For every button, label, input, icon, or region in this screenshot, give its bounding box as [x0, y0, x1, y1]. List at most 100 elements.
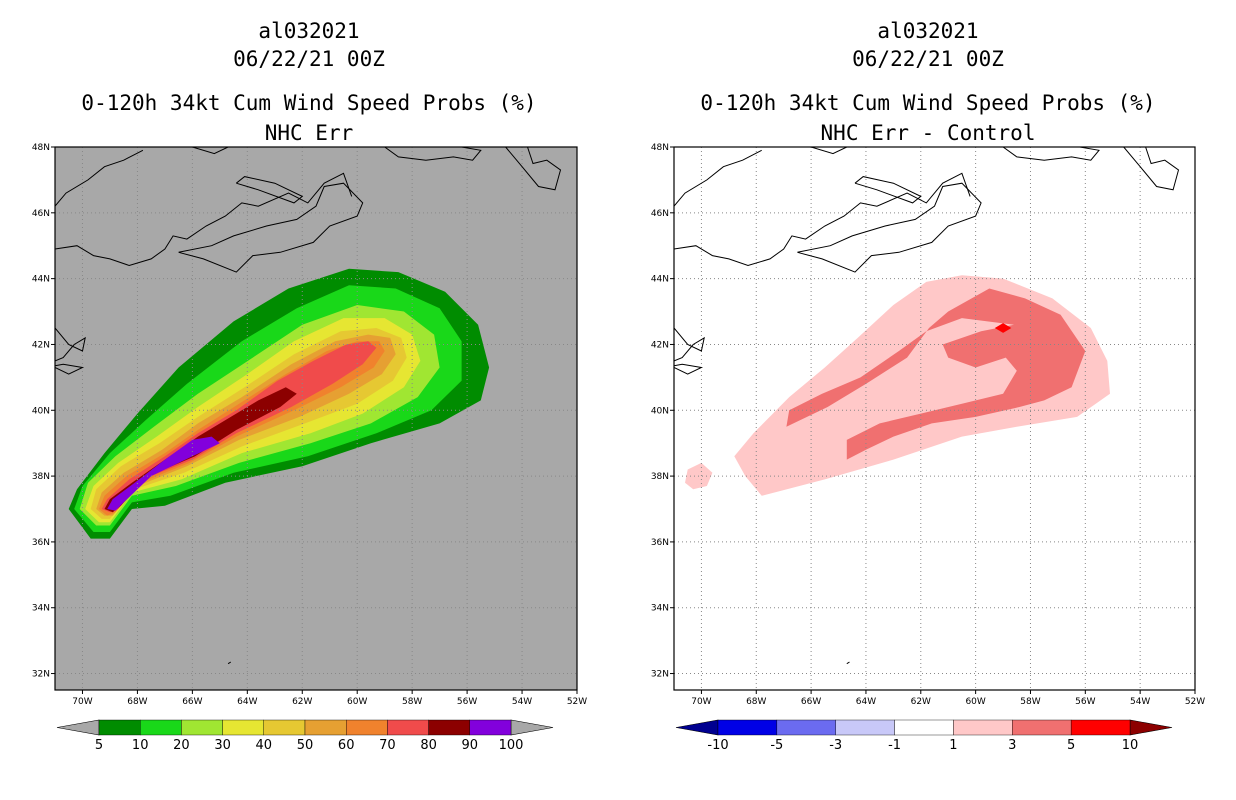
x-tick-label: 62W — [292, 697, 312, 707]
coastline — [854, 176, 922, 204]
colorbar: -10 -5 -3 -1 1 3 5 10 — [675, 719, 1173, 753]
x-tick-label: 70W — [691, 697, 711, 707]
coastline — [384, 147, 482, 161]
colorbar-segment — [181, 719, 223, 736]
panel-right: al032021 06/22/21 00Z 0-120h 34kt Cum Wind… — [651, 19, 1205, 753]
colorbar-label: 40 — [256, 738, 273, 753]
colorbar-label: -1 — [888, 738, 901, 753]
plot-area — [674, 147, 1195, 690]
colorbar-segment — [776, 719, 836, 736]
coastline — [55, 363, 85, 375]
colorbar-segment — [835, 719, 895, 736]
colorbar-high-arrow — [510, 719, 554, 736]
coastline — [55, 327, 86, 362]
x-tick-label: 52W — [1185, 697, 1205, 707]
gridlines — [674, 147, 1195, 690]
x-tick-label: 68W — [127, 697, 147, 707]
gridlines — [55, 147, 577, 690]
colorbar-label: 5 — [95, 738, 103, 753]
y-tick-label: 38N — [651, 472, 669, 482]
coastline — [674, 327, 705, 362]
colorbar-label: 70 — [379, 738, 396, 753]
coastline — [235, 176, 304, 204]
colorbar-segment — [469, 719, 512, 736]
colorbar-label: 90 — [462, 738, 479, 753]
colorbar-segment — [139, 719, 182, 736]
x-tick-label: 64W — [856, 697, 876, 707]
coastline — [674, 172, 971, 267]
coastline — [505, 147, 562, 191]
colorbar-segment — [304, 719, 347, 736]
colorbar-label: 100 — [499, 738, 524, 753]
colorbar-label: 50 — [297, 738, 314, 753]
x-tick-label: 64W — [237, 697, 257, 707]
case-id-title: al032021 — [877, 19, 978, 43]
x-tick-label: 66W — [801, 697, 821, 707]
x-tick-label: 56W — [1075, 697, 1095, 707]
coastlines — [55, 147, 562, 665]
x-tick-label: 70W — [72, 697, 92, 707]
contour-3 — [786, 288, 1086, 460]
colorbar-segment — [222, 719, 265, 736]
x-tick-label: 56W — [457, 697, 477, 707]
x-tick-label: 58W — [1020, 697, 1040, 707]
colorbar: 5 10 20 30 40 50 60 70 80 90 100 — [56, 719, 554, 753]
y-tick-label: 32N — [651, 670, 669, 680]
valid-time-title: 06/22/21 00Z — [233, 47, 385, 71]
y-tick-label: 32N — [32, 670, 50, 680]
y-tick-label: 48N — [32, 143, 50, 153]
x-tick-label: 54W — [512, 697, 532, 707]
x-tick-label: 54W — [1130, 697, 1150, 707]
coastline — [1123, 147, 1180, 191]
y-tick-label: 46N — [651, 209, 669, 219]
coastline — [846, 661, 850, 665]
colorbar-segment — [953, 719, 1013, 736]
panel-left: al032021 06/22/21 00Z 0-120h 34kt Cum Wind… — [32, 19, 587, 753]
colorbar-high-arrow — [1129, 719, 1173, 736]
coastlines — [674, 147, 1180, 665]
colorbar-low-arrow — [675, 719, 719, 736]
y-tick-label: 36N — [32, 538, 50, 548]
x-tick-label: 60W — [347, 697, 367, 707]
subtitle: NHC Err — [265, 121, 354, 145]
coastline — [55, 149, 144, 207]
y-tick-label: 42N — [32, 340, 50, 350]
map-frame — [54, 146, 578, 691]
contour-90 — [107, 436, 220, 511]
coastline — [178, 182, 364, 273]
coastline — [55, 172, 353, 267]
coastline — [192, 147, 229, 155]
y-tick-label: 40N — [651, 406, 669, 416]
coastline — [227, 661, 232, 665]
y-tick-label: 44N — [651, 275, 669, 285]
colorbar-segment — [98, 719, 141, 736]
x-tick-label: 68W — [746, 697, 766, 707]
colorbar-label: 1 — [949, 738, 957, 753]
colorbar-segment — [717, 719, 778, 736]
x-tick-label: 58W — [402, 697, 422, 707]
colorbar-label: 10 — [1122, 738, 1139, 753]
colorbar-label: 3 — [1008, 738, 1016, 753]
colorbar-label: 5 — [1067, 738, 1075, 753]
colorbar-segment — [1012, 719, 1072, 736]
colorbar-segment — [387, 719, 429, 736]
coastline — [1002, 147, 1100, 161]
coastline — [797, 182, 982, 273]
y-tick-label: 34N — [32, 604, 50, 614]
colorbar-label: -3 — [829, 738, 842, 753]
x-tick-label: 66W — [182, 697, 202, 707]
x-tick-label: 52W — [567, 697, 587, 707]
y-tick-label: 48N — [651, 143, 669, 153]
colorbar-label: -10 — [707, 738, 728, 753]
y-tick-label: 42N — [651, 340, 669, 350]
x-tick-label: 60W — [965, 697, 985, 707]
colorbar-segment — [894, 719, 954, 736]
colorbar-low-arrow — [56, 719, 100, 736]
colorbar-segment — [428, 719, 471, 736]
colorbar-label: 80 — [420, 738, 437, 753]
product-title: 0-120h 34kt Cum Wind Speed Probs (%) — [700, 91, 1155, 115]
y-tick-label: 38N — [32, 472, 50, 482]
colorbar-label: 60 — [338, 738, 355, 753]
x-tick-label: 62W — [911, 697, 931, 707]
